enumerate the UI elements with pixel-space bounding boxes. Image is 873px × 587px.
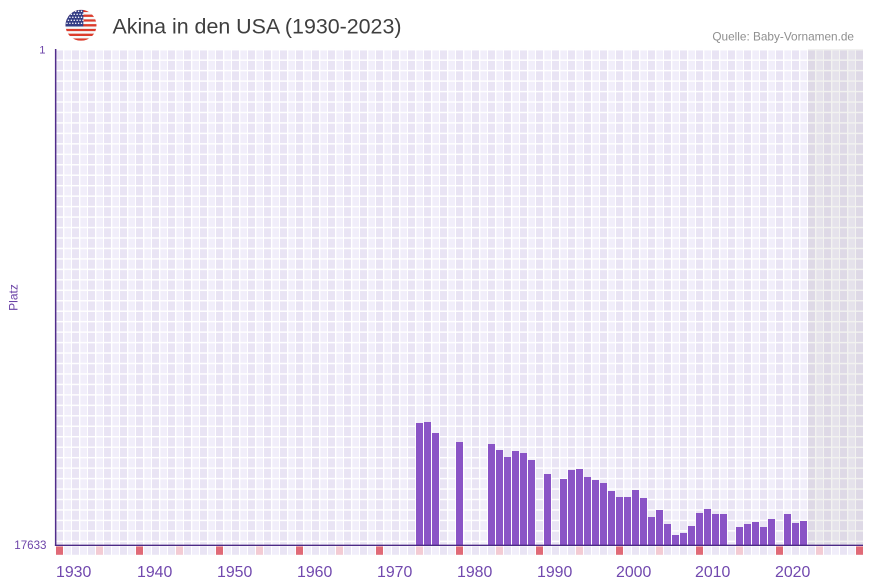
svg-text:2020: 2020: [775, 564, 811, 581]
svg-text:1960: 1960: [297, 564, 333, 581]
svg-text:1970: 1970: [377, 564, 413, 581]
svg-text:1950: 1950: [217, 564, 253, 581]
svg-text:Quelle: Baby-Vornamen.de: Quelle: Baby-Vornamen.de: [712, 30, 854, 44]
svg-text:1: 1: [39, 45, 45, 57]
svg-text:1990: 1990: [537, 564, 573, 581]
svg-text:1980: 1980: [457, 564, 493, 581]
svg-text:Akina in den USA (1930-2023): Akina in den USA (1930-2023): [113, 15, 402, 39]
svg-text:2010: 2010: [695, 564, 731, 581]
svg-text:2000: 2000: [616, 564, 652, 581]
svg-text:1930: 1930: [56, 564, 92, 581]
svg-text:1940: 1940: [137, 564, 173, 581]
svg-text:Platz: Platz: [6, 284, 20, 311]
svg-text:17633: 17633: [14, 539, 46, 552]
